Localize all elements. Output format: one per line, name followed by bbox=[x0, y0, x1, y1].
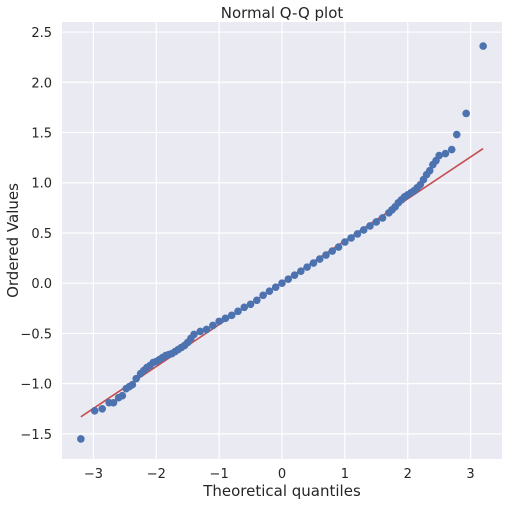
data-point bbox=[347, 234, 355, 242]
data-point bbox=[98, 404, 107, 413]
x-tick-labels: −3 −2 −1 0 1 2 3 bbox=[84, 467, 475, 482]
data-point bbox=[435, 151, 443, 160]
y-tick-label: 0.0 bbox=[31, 277, 52, 292]
data-point bbox=[315, 255, 324, 263]
data-point bbox=[309, 259, 318, 267]
data-point bbox=[425, 166, 434, 175]
data-point bbox=[447, 145, 456, 154]
data-point bbox=[303, 263, 311, 271]
x-tick-label: 3 bbox=[466, 467, 474, 482]
chart-title: Normal Q-Q plot bbox=[221, 4, 344, 22]
data-point bbox=[196, 327, 205, 336]
y-tick-labels: −1.5 −1.0 −0.5 0.0 0.5 1.0 1.5 2.0 2.5 bbox=[20, 26, 52, 443]
data-point bbox=[378, 214, 387, 222]
x-tick-label: −2 bbox=[147, 467, 166, 482]
data-point bbox=[278, 279, 286, 287]
data-point bbox=[366, 222, 374, 230]
y-tick-label: 2.5 bbox=[31, 26, 52, 41]
x-axis-label: Theoretical quantiles bbox=[202, 482, 361, 500]
data-point bbox=[209, 321, 217, 330]
y-tick-label: −0.5 bbox=[20, 327, 52, 342]
data-point bbox=[341, 238, 349, 246]
data-point bbox=[259, 291, 267, 300]
data-point bbox=[284, 275, 293, 283]
data-point bbox=[271, 283, 280, 292]
data-point bbox=[328, 247, 337, 255]
data-point bbox=[215, 317, 223, 326]
data-points bbox=[77, 42, 487, 443]
data-point bbox=[441, 149, 450, 158]
data-point bbox=[190, 330, 198, 339]
data-point bbox=[290, 271, 299, 279]
data-point bbox=[253, 296, 261, 305]
data-point bbox=[265, 287, 274, 296]
data-point bbox=[479, 42, 487, 50]
data-point bbox=[452, 130, 461, 139]
data-point bbox=[118, 391, 127, 400]
data-point bbox=[128, 380, 137, 389]
x-tick-label: −3 bbox=[84, 467, 103, 482]
data-point bbox=[334, 243, 343, 251]
data-point bbox=[322, 251, 330, 259]
x-tick-label: 0 bbox=[278, 467, 286, 482]
y-tick-label: 0.5 bbox=[31, 227, 52, 242]
x-tick-label: 1 bbox=[341, 467, 349, 482]
y-tick-label: 1.0 bbox=[31, 177, 52, 192]
y-axis-label: Ordered Values bbox=[4, 183, 22, 298]
x-tick-label: 2 bbox=[404, 467, 412, 482]
data-point bbox=[462, 109, 470, 118]
x-tick-label: −1 bbox=[210, 467, 229, 482]
y-tick-label: −1.0 bbox=[20, 378, 52, 393]
data-point bbox=[132, 374, 140, 383]
data-point bbox=[359, 226, 368, 234]
data-point bbox=[297, 267, 305, 275]
data-point bbox=[202, 325, 211, 334]
data-point bbox=[109, 398, 118, 407]
data-point bbox=[90, 406, 99, 415]
y-tick-label: −1.5 bbox=[20, 428, 52, 443]
data-point bbox=[353, 230, 362, 238]
data-point bbox=[77, 435, 85, 443]
y-tick-label: 2.0 bbox=[31, 76, 52, 91]
data-point bbox=[227, 311, 236, 320]
data-point bbox=[240, 303, 249, 312]
y-tick-label: 1.5 bbox=[31, 127, 52, 142]
data-point bbox=[246, 300, 255, 309]
data-point bbox=[221, 314, 230, 323]
data-point bbox=[372, 218, 381, 226]
data-point bbox=[234, 307, 242, 316]
